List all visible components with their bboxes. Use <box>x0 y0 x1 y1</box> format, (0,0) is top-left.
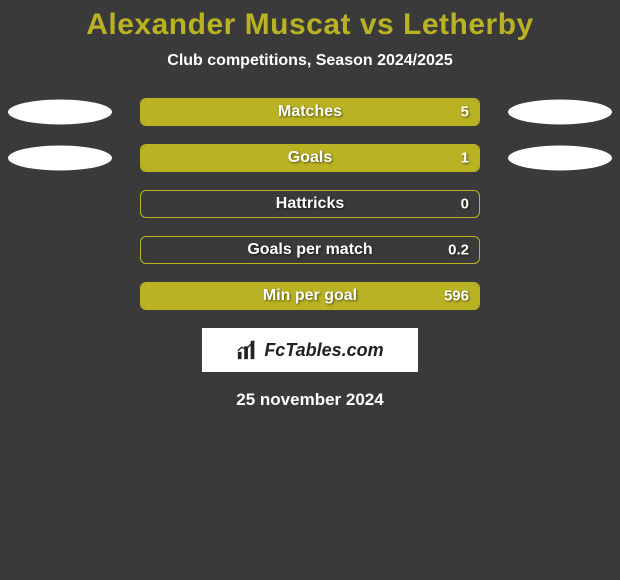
stat-row: Goals 1 <box>0 144 620 172</box>
page-title: Alexander Muscat vs Letherby <box>0 8 620 42</box>
stat-bar: Min per goal 596 <box>140 282 480 310</box>
stat-bar-label: Hattricks <box>276 195 344 213</box>
stat-bar-value: 5 <box>461 104 469 121</box>
stat-bar-value: 0 <box>461 196 469 213</box>
stat-bar: Matches 5 <box>140 98 480 126</box>
stat-bar-value: 0.2 <box>448 242 469 259</box>
right-marker-ellipse <box>508 100 612 125</box>
stat-row: Matches 5 <box>0 98 620 126</box>
right-marker-ellipse <box>508 146 612 171</box>
stat-row: Min per goal 596 <box>0 282 620 310</box>
stat-bar-label: Min per goal <box>263 287 357 305</box>
comparison-card: Alexander Muscat vs Letherby Club compet… <box>0 0 620 410</box>
stat-bar-value: 1 <box>461 150 469 167</box>
date-text: 25 november 2024 <box>0 390 620 410</box>
attribution-text: FcTables.com <box>264 340 383 361</box>
left-marker-ellipse <box>8 146 112 171</box>
stat-bar-label: Goals per match <box>247 241 372 259</box>
stat-bar-value: 596 <box>444 288 469 305</box>
stat-row: Hattricks 0 <box>0 190 620 218</box>
left-marker-ellipse <box>8 100 112 125</box>
page-subtitle: Club competitions, Season 2024/2025 <box>0 52 620 70</box>
stat-row: Goals per match 0.2 <box>0 236 620 264</box>
stat-bar: Goals per match 0.2 <box>140 236 480 264</box>
stat-bar-label: Matches <box>278 103 342 121</box>
bar-chart-icon <box>236 339 258 361</box>
stat-bar: Hattricks 0 <box>140 190 480 218</box>
attribution-logo: FcTables.com <box>202 328 418 372</box>
stat-rows: Matches 5 Goals 1 Hattricks 0 <box>0 98 620 310</box>
stat-bar: Goals 1 <box>140 144 480 172</box>
stat-bar-label: Goals <box>288 149 332 167</box>
